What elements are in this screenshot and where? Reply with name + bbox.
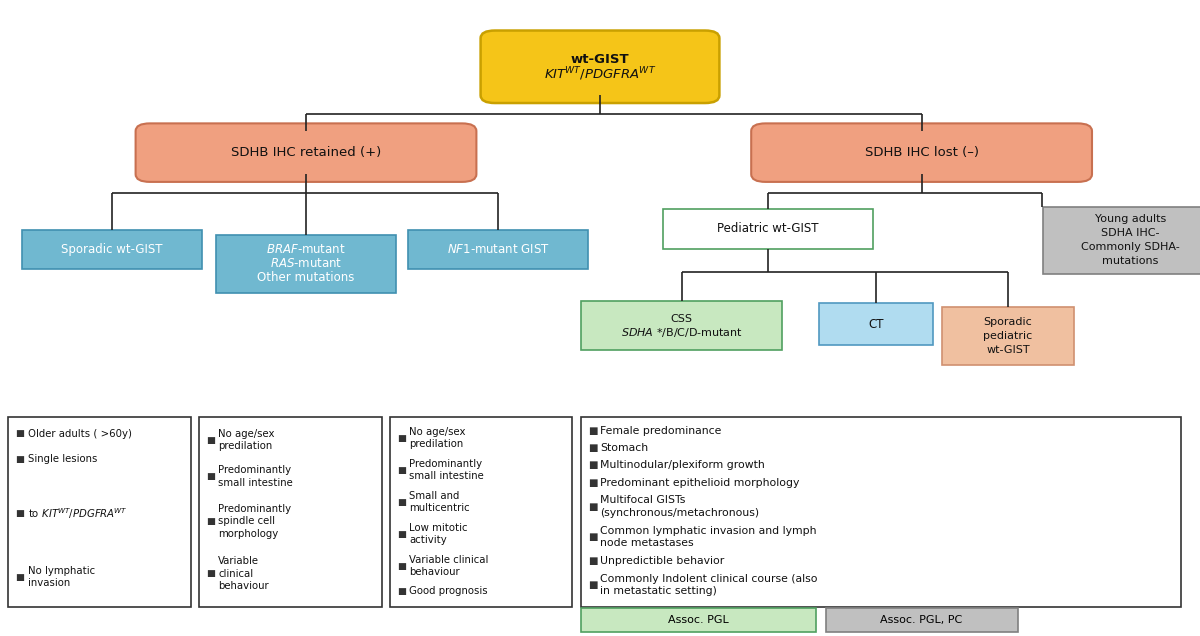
Text: wt-GIST: wt-GIST: [986, 345, 1030, 355]
Text: $\it{NF1}$-mutant GIST: $\it{NF1}$-mutant GIST: [446, 243, 550, 256]
Text: ■: ■: [588, 478, 598, 488]
FancyBboxPatch shape: [22, 230, 202, 269]
Text: Pediatric wt-GIST: Pediatric wt-GIST: [718, 223, 818, 235]
Text: Good prognosis: Good prognosis: [409, 586, 488, 596]
Text: ■: ■: [588, 556, 598, 566]
Text: ■: ■: [588, 580, 598, 590]
Text: ■: ■: [16, 572, 24, 582]
FancyBboxPatch shape: [8, 417, 191, 607]
Text: Common lymphatic invasion and lymph
node metastases: Common lymphatic invasion and lymph node…: [600, 526, 816, 548]
FancyBboxPatch shape: [216, 235, 396, 293]
FancyBboxPatch shape: [1043, 207, 1200, 273]
Text: Other mutations: Other mutations: [257, 272, 355, 284]
Text: $\it{RAS}$-mutant: $\it{RAS}$-mutant: [270, 258, 342, 270]
Text: Female predominance: Female predominance: [600, 426, 721, 436]
FancyBboxPatch shape: [408, 230, 588, 269]
Text: SDHB IHC lost (–): SDHB IHC lost (–): [864, 146, 979, 159]
Text: No age/sex
predilation: No age/sex predilation: [218, 429, 275, 452]
Text: $\it{KIT}$$^{WT}$/$\it{PDGFRA}$$^{WT}$: $\it{KIT}$$^{WT}$/$\it{PDGFRA}$$^{WT}$: [544, 65, 656, 83]
Text: ■: ■: [206, 569, 216, 578]
Text: Sporadic wt-GIST: Sporadic wt-GIST: [61, 243, 162, 256]
Text: Small and
multicentric: Small and multicentric: [409, 491, 470, 513]
FancyBboxPatch shape: [136, 123, 476, 182]
Text: Predominant epithelioid morphology: Predominant epithelioid morphology: [600, 478, 799, 488]
Text: ■: ■: [588, 443, 598, 453]
FancyBboxPatch shape: [480, 31, 719, 103]
FancyBboxPatch shape: [662, 209, 874, 249]
Text: No age/sex
predilation: No age/sex predilation: [409, 427, 466, 449]
Text: ■: ■: [16, 429, 24, 438]
FancyBboxPatch shape: [751, 123, 1092, 182]
Text: ■: ■: [397, 586, 407, 596]
Text: Predominantly
small intestine: Predominantly small intestine: [409, 459, 484, 481]
FancyBboxPatch shape: [818, 303, 934, 345]
Text: CT: CT: [869, 318, 883, 331]
Text: ■: ■: [588, 532, 598, 542]
Text: Commonly SDHA-: Commonly SDHA-: [1081, 242, 1180, 252]
Text: Variable
clinical
behaviour: Variable clinical behaviour: [218, 556, 269, 591]
Text: $\it{SDHA}$ */B/C/D-mutant: $\it{SDHA}$ */B/C/D-mutant: [620, 326, 743, 339]
Text: Predominantly
spindle cell
morphology: Predominantly spindle cell morphology: [218, 504, 292, 539]
Text: pediatric: pediatric: [983, 331, 1033, 341]
Text: ■: ■: [16, 509, 24, 518]
FancyBboxPatch shape: [390, 417, 572, 607]
Text: Multifocal GISTs
(synchronous/metachronous): Multifocal GISTs (synchronous/metachrono…: [600, 495, 760, 518]
Text: Sporadic: Sporadic: [984, 317, 1032, 327]
Text: ■: ■: [397, 434, 407, 443]
FancyBboxPatch shape: [942, 307, 1074, 365]
Text: mutations: mutations: [1103, 256, 1158, 266]
Text: Young adults: Young adults: [1094, 214, 1166, 225]
FancyBboxPatch shape: [581, 301, 782, 350]
Text: ■: ■: [588, 460, 598, 471]
Text: ■: ■: [206, 436, 216, 445]
FancyBboxPatch shape: [581, 417, 1181, 607]
Text: Stomach: Stomach: [600, 443, 648, 453]
Text: SDHB IHC retained (+): SDHB IHC retained (+): [230, 146, 382, 159]
Text: Assoc. PGL, PC: Assoc. PGL, PC: [881, 615, 962, 625]
Text: Unpredictible behavior: Unpredictible behavior: [600, 556, 725, 566]
Text: ■: ■: [397, 497, 407, 507]
Text: Multinodular/plexiform growth: Multinodular/plexiform growth: [600, 460, 764, 471]
Text: ■: ■: [397, 562, 407, 570]
Text: No lymphatic
invasion: No lymphatic invasion: [28, 566, 95, 588]
Text: Single lesions: Single lesions: [28, 454, 97, 464]
Text: ■: ■: [206, 516, 216, 526]
Text: to $\it{KIT}$$^{WT}$/$\it{PDGFRA}$$^{WT}$: to $\it{KIT}$$^{WT}$/$\it{PDGFRA}$$^{WT}…: [28, 506, 127, 521]
FancyBboxPatch shape: [199, 417, 382, 607]
Text: ■: ■: [397, 466, 407, 474]
Text: Low mitotic
activity: Low mitotic activity: [409, 523, 468, 545]
Text: ■: ■: [397, 530, 407, 539]
Text: Variable clinical
behaviour: Variable clinical behaviour: [409, 555, 488, 577]
Text: CSS: CSS: [671, 314, 692, 324]
FancyBboxPatch shape: [581, 608, 816, 632]
Text: $\it{BRAF}$-mutant: $\it{BRAF}$-mutant: [266, 244, 346, 256]
Text: ■: ■: [16, 455, 24, 464]
Text: ■: ■: [206, 472, 216, 481]
Text: Older adults ( >60y): Older adults ( >60y): [28, 429, 132, 439]
Text: ■: ■: [588, 426, 598, 436]
Text: ■: ■: [588, 502, 598, 511]
Text: Predominantly
small intestine: Predominantly small intestine: [218, 466, 293, 488]
Text: wt-GIST: wt-GIST: [571, 53, 629, 66]
Text: SDHA IHC-: SDHA IHC-: [1102, 228, 1159, 238]
Text: Assoc. PGL: Assoc. PGL: [668, 615, 728, 625]
Text: Commonly Indolent clinical course (also
in metastatic setting): Commonly Indolent clinical course (also …: [600, 574, 817, 596]
FancyBboxPatch shape: [826, 608, 1018, 632]
